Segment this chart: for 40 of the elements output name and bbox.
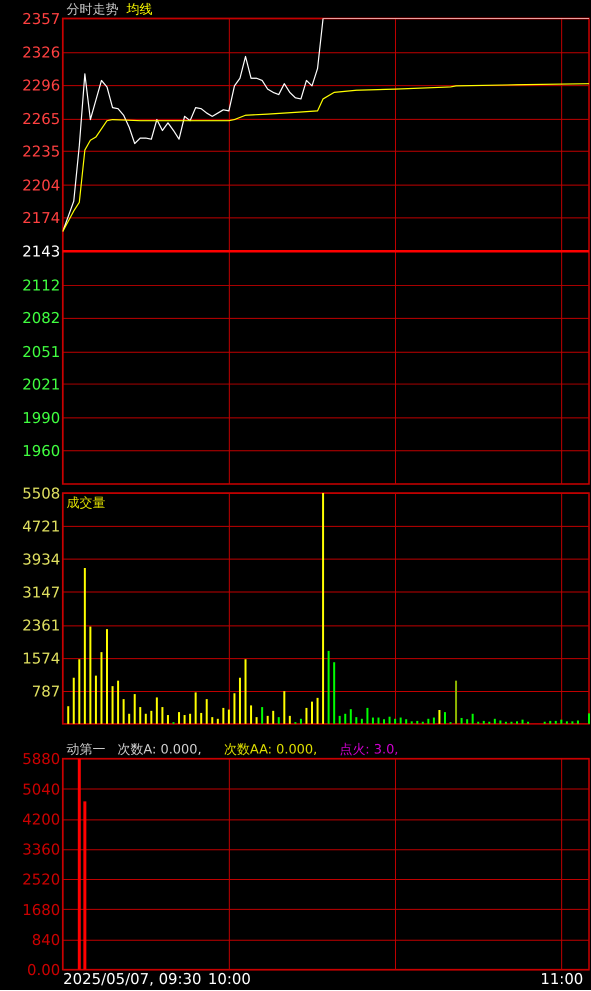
chart-title: 分时走势 [66,2,119,18]
y-tick-label: 3360 [22,840,60,859]
y-tick-label: 0.00 [26,961,60,980]
y-tick-label: 2357 [22,10,60,28]
text: 点火: 3.0, [339,742,398,758]
y-tick-label: 2361 [22,616,60,634]
y-tick-label: 2174 [22,208,60,227]
y-tick-label: 2235 [22,142,60,161]
chart-title: 动第一 [66,742,106,758]
y-tick-label: 5880 [22,750,60,768]
y-tick-label: 2021 [22,375,60,394]
text: 均线 [125,2,152,18]
y-tick-label: 787 [32,682,60,700]
y-tick-label: 3147 [22,583,60,602]
text: 次数AA: 0.000, [224,742,318,758]
y-tick-label: 1990 [22,409,60,428]
line-series [62,83,590,232]
y-tick-label: 2143 [22,242,60,261]
y-tick-label: 2204 [22,176,60,194]
y-tick-label: 2296 [22,76,60,94]
y-tick-label: 1960 [22,442,60,460]
x-tick-label: 11:00 [540,970,584,988]
text: 次数A: 0.000, [117,742,202,758]
y-tick-label: 2051 [22,342,60,361]
y-tick-label: 2082 [22,309,60,328]
y-tick-label: 2265 [22,110,60,128]
y-tick-label: 4200 [22,810,60,828]
y-tick-label: 1574 [22,649,60,668]
y-tick-label: 2326 [22,44,60,62]
y-tick-label: 4721 [22,517,60,536]
x-tick-label: 2025/05/07, 09:30 [63,970,202,988]
y-tick-label: 5040 [22,780,60,798]
chart-title: 成交量 [66,494,106,511]
y-tick-label: 2520 [22,870,60,889]
y-tick-label: 840 [32,930,60,949]
y-tick-label: 5508 [22,484,60,502]
y-tick-label: 3934 [22,550,60,568]
y-tick-label: 2112 [22,276,60,294]
y-tick-label: 1680 [22,900,60,919]
x-tick-label: 10:00 [208,970,251,988]
